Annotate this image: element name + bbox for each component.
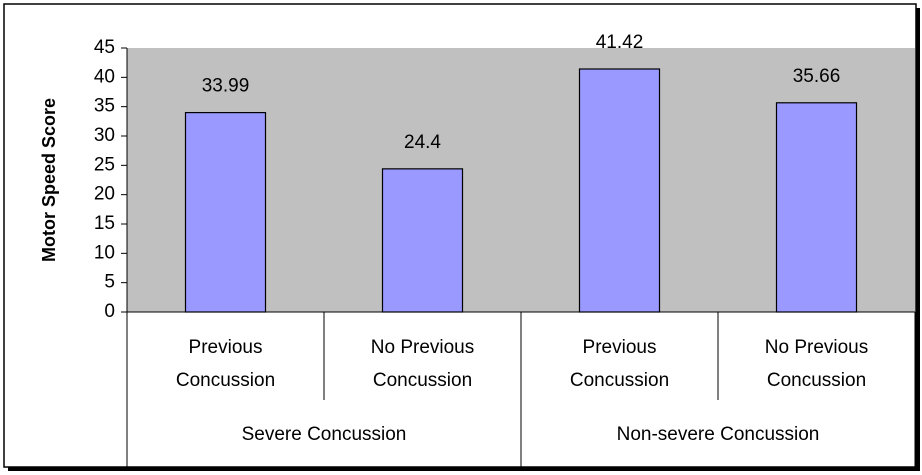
y-tick-label: 20 bbox=[94, 184, 115, 205]
y-tick-label: 5 bbox=[104, 272, 115, 293]
y-tick-label: 40 bbox=[94, 66, 115, 87]
bar bbox=[184, 111, 267, 313]
y-tick-label: 45 bbox=[94, 37, 115, 58]
x-tick-label: No Previous Concussion bbox=[371, 337, 475, 391]
y-tick-label: 15 bbox=[94, 213, 115, 234]
data-label: 24.4 bbox=[404, 132, 441, 153]
data-label: 35.66 bbox=[793, 66, 841, 87]
x-tick-label: Previous Concussion bbox=[570, 337, 669, 391]
bar bbox=[775, 102, 858, 313]
y-tick-label: 30 bbox=[94, 125, 115, 146]
y-tick-label: 35 bbox=[94, 96, 115, 117]
y-tick-label: 25 bbox=[94, 154, 115, 175]
x-tick-label: Previous Concussion bbox=[176, 337, 275, 391]
y-tick-label: 10 bbox=[94, 242, 115, 263]
data-label: 41.42 bbox=[596, 32, 644, 53]
x-tick-label: No Previous Concussion bbox=[765, 337, 869, 391]
data-label: 33.99 bbox=[202, 76, 250, 97]
group-label: Non-severe Concussion bbox=[617, 424, 820, 445]
bar bbox=[381, 168, 464, 313]
y-tick-label: 0 bbox=[104, 301, 115, 322]
bar bbox=[578, 68, 661, 313]
y-axis-title: Motor Speed Score bbox=[39, 98, 59, 262]
group-label: Severe Concussion bbox=[242, 424, 407, 445]
